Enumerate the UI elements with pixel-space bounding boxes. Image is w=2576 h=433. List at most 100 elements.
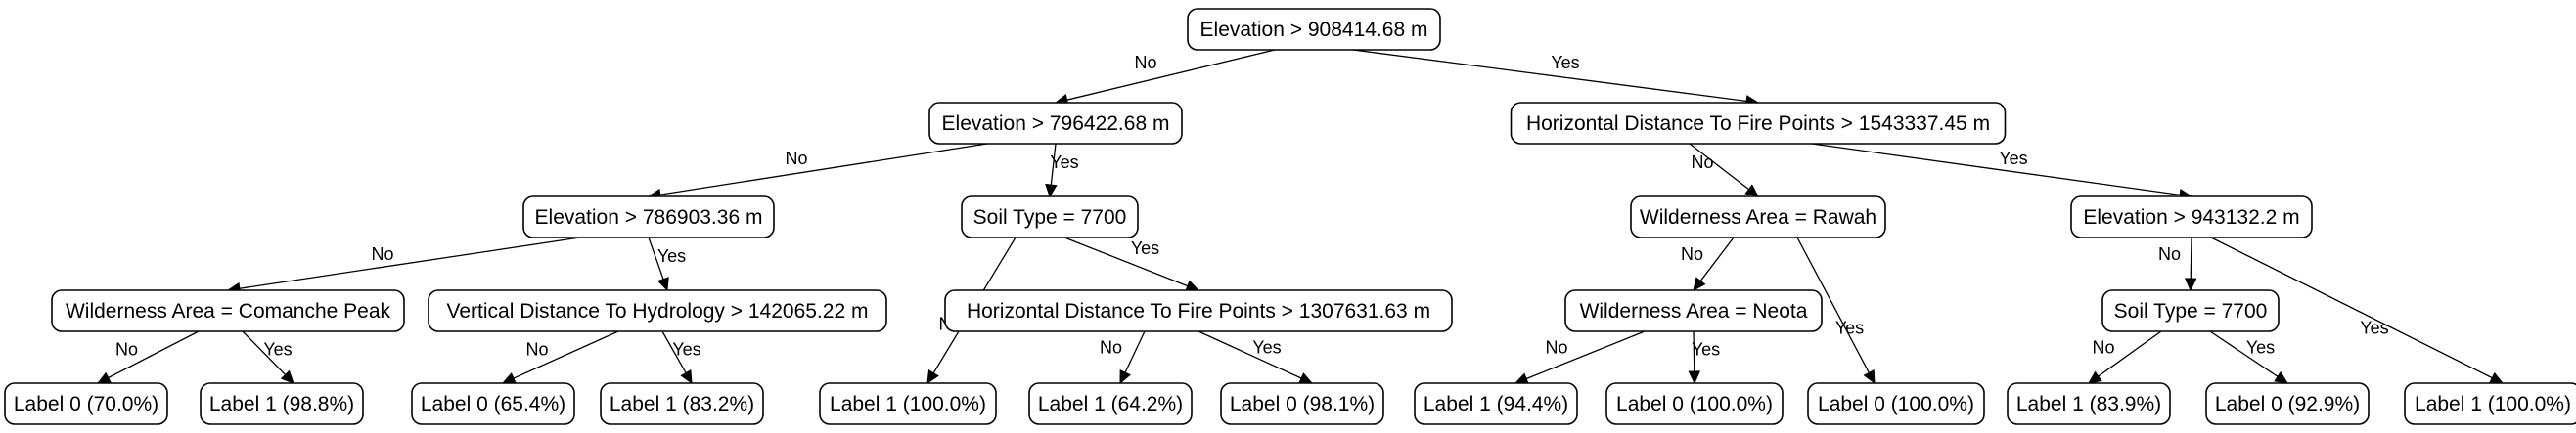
leaf-node-label: Label 1 (100.0%) <box>2415 393 2571 415</box>
leaf-node: Label 0 (65.4%) <box>411 382 575 425</box>
edge-label: Yes <box>1551 53 1579 72</box>
edge-line <box>242 330 287 375</box>
decision-node-label: Elevation > 796422.68 m <box>942 112 1170 135</box>
decision-node-label: Horizontal Distance To Fire Points > 154… <box>1526 112 1990 135</box>
edge-label: No <box>115 340 138 360</box>
edge-label: Yes <box>1252 338 1281 358</box>
decision-node: Wilderness Area = Rawah <box>1630 195 1886 238</box>
tree-edge-no: No <box>2088 330 2162 384</box>
decision-node-box <box>522 195 775 238</box>
tree-edge-no: No <box>1689 143 1759 197</box>
tree-edge-yes: Yes <box>1063 237 1200 292</box>
decision-node: Soil Type = 7700 <box>961 195 1139 238</box>
edge-line <box>1198 330 1302 379</box>
decision-node-label: Wilderness Area = Neota <box>1580 300 1808 323</box>
decision-node-label: Soil Type = 7700 <box>973 206 1127 229</box>
arrow-head <box>1045 183 1058 198</box>
edge-line <box>1124 330 1146 373</box>
decision-node: Elevation > 943132.2 m <box>2070 195 2313 238</box>
decision-node-label: Soil Type = 7700 <box>2114 300 2268 323</box>
decision-node-box <box>428 289 887 332</box>
edge-line <box>1699 237 1735 281</box>
decision-node-label: Wilderness Area = Comanche Peak <box>66 300 391 323</box>
leaf-node-label: Label 1 (100.0%) <box>830 393 986 415</box>
arrow-head <box>1863 369 1876 385</box>
decision-node: Soil Type = 7700 <box>2101 289 2280 332</box>
edge-label: No <box>785 149 807 168</box>
edge-line <box>1066 49 1276 101</box>
edge-line <box>513 330 619 379</box>
decision-node-box <box>1187 8 1441 51</box>
tree-edge-yes: Yes <box>1352 49 1760 108</box>
decision-node-label: Horizontal Distance To Fire Points > 130… <box>967 300 1430 323</box>
arrow-head <box>926 369 939 385</box>
arrow-head <box>2274 370 2288 384</box>
tree-edge-no: No <box>1681 237 1735 291</box>
leaf-node-label: Label 1 (98.8%) <box>209 393 354 415</box>
leaf-node-label: Label 0 (98.1%) <box>1230 393 1375 415</box>
decision-node-box <box>1564 289 1823 332</box>
decision-node-label: Elevation > 943132.2 m <box>2083 206 2299 229</box>
edge-label: No <box>2158 244 2181 264</box>
leaf-node: Label 1 (83.2%) <box>600 382 764 425</box>
edge-line <box>2190 237 2192 280</box>
leaf-node: Label 1 (64.2%) <box>1028 382 1193 425</box>
arrow-head <box>501 372 517 384</box>
edge-line <box>1796 237 1870 373</box>
edge-line <box>1693 330 1695 372</box>
leaf-node-label: Label 1 (64.2%) <box>1038 393 1183 415</box>
tree-edge-no: No <box>501 330 619 384</box>
leaf-node: Label 0 (100.0%) <box>1807 382 1985 425</box>
leaf-node-box <box>2205 382 2370 425</box>
edge-line <box>661 330 687 373</box>
arrow-head <box>2088 370 2102 384</box>
edge-line <box>1811 143 2181 195</box>
tree-edge-no: No <box>1100 330 1146 385</box>
decision-node-label: Elevation > 786903.36 m <box>535 206 763 229</box>
edge-label: Yes <box>672 340 700 360</box>
edge-line <box>1525 330 1646 380</box>
edge-line <box>2209 330 2279 377</box>
edge-label: Yes <box>263 340 292 360</box>
edge-label: No <box>1691 152 1713 172</box>
arrow-head <box>1744 184 1759 197</box>
arrow-head <box>680 369 693 385</box>
leaf-node: Label 1 (83.9%) <box>2007 382 2171 425</box>
leaf-node-box <box>2007 382 2171 425</box>
tree-edge-yes: Yes <box>1045 143 1079 198</box>
edge-label: Yes <box>1835 319 1864 338</box>
leaf-node-box <box>1807 382 1985 425</box>
decision-node-box <box>944 289 1453 332</box>
edge-label: No <box>2092 338 2114 358</box>
decision-node-box <box>2101 289 2280 332</box>
leaf-node-box <box>1605 382 1784 425</box>
arrow-head <box>96 371 112 384</box>
edge-line <box>2098 330 2162 377</box>
arrow-head <box>1693 277 1706 291</box>
tree-edge-no: No <box>96 330 200 384</box>
edge-label: Yes <box>1999 149 2027 168</box>
arrow-head <box>1298 372 1314 384</box>
decision-node-box <box>2070 195 2313 238</box>
tree-edge-no: No <box>1054 49 1276 107</box>
tree-edge-yes: Yes <box>661 330 701 385</box>
edge-line <box>1689 143 1749 191</box>
arrow-head <box>1514 372 1529 385</box>
arrow-head <box>1119 369 1132 385</box>
leaf-node-box <box>1220 382 1384 425</box>
leaf-node-box <box>1028 382 1193 425</box>
edge-label: Yes <box>657 246 686 266</box>
leaf-node-box <box>2404 382 2576 425</box>
edge-layer: No Yes No Yes No Yes No Yes No Yes No Yes No Yes No Yes… <box>96 49 2505 385</box>
leaf-node-label: Label 0 (92.9%) <box>2215 393 2360 415</box>
edge-label: Yes <box>1131 238 1159 258</box>
tree-edge-yes: Yes <box>1796 237 1876 385</box>
leaf-node-box <box>200 382 364 425</box>
decision-node: Elevation > 786903.36 m <box>522 195 775 238</box>
tree-edge-yes: Yes <box>242 330 294 384</box>
decision-node-box <box>1510 102 2007 145</box>
tree-edge-yes: Yes <box>1811 143 2193 201</box>
tree-edge-yes: Yes <box>1688 330 1720 385</box>
leaf-node-box <box>411 382 575 425</box>
tree-edge-no: No <box>226 237 581 295</box>
